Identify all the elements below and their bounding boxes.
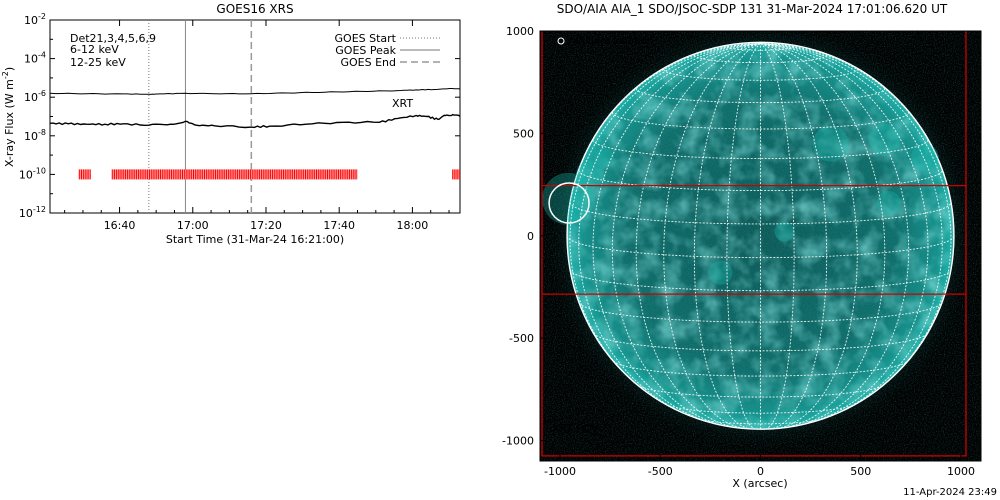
aia-ytick-label: 500 [513, 127, 534, 140]
legend-goes-start: GOES Start [335, 32, 397, 45]
aia-title: SDO/AIA AIA_1 SDO/JSOC-SDP 131 31-Mar-20… [557, 2, 948, 16]
grid-line [760, 43, 943, 420]
grid-line [726, 43, 761, 430]
goes-xtick-label: 17:00 [177, 219, 209, 232]
goes-series [49, 88, 461, 129]
heliographic-grid [566, 43, 955, 430]
goes-ytick-label: 10-6 [24, 89, 46, 104]
goes-ytick-label: 10-12 [19, 205, 46, 220]
goes-xtick-label: 18:00 [397, 219, 429, 232]
goes-xtick-label: 17:40 [323, 219, 355, 232]
active-region [774, 221, 795, 242]
goes-x-axis: 16:40 17:00 17:20 17:40 18:00 [64, 20, 450, 232]
grid-line [578, 43, 761, 420]
active-region [910, 143, 939, 172]
goes-series-line [49, 88, 461, 95]
goes-ytick-label: 10-10 [19, 166, 46, 181]
aia-xtick-label: 0 [757, 465, 764, 478]
aia-x-axis: -1000 -500 0 500 1000 [544, 455, 975, 478]
grid-line [569, 43, 761, 398]
goes-event-lines [148, 20, 253, 213]
grid-line [612, 360, 909, 377]
goes-ytick-label: 10-2 [24, 12, 46, 27]
goes-xlabel: Start Time (31-Mar-24 16:21:00) [166, 233, 344, 246]
aia-image [540, 31, 981, 461]
flare-legend-label: AIA flare location [568, 36, 653, 47]
aia-y-axis: 1000 500 0 -500 -1000 [502, 25, 546, 448]
aia-ytick-label: 0 [527, 230, 534, 243]
grid-line [635, 43, 761, 429]
grid-line [698, 418, 823, 425]
grid-line [592, 43, 761, 426]
goes-xrs-chart: GOES16 XRS 10-2 10-4 10-6 10-8 10-10 10-12 16… [1, 2, 461, 246]
aia-xtick-label: -500 [648, 465, 673, 478]
xrt-fov-label: XRT FOV [552, 422, 599, 435]
goes-series-line [49, 113, 461, 129]
aia-xtick-label: 1000 [947, 465, 975, 478]
grid-line [760, 43, 910, 428]
active-region [868, 123, 901, 156]
aia-ytick-label: -500 [509, 332, 534, 345]
grid-line [663, 43, 761, 430]
grid-line [760, 43, 858, 430]
legend-low-band: 6-12 keV [70, 43, 119, 56]
legend-detectors: Det21,3,4,5,6,9 [70, 32, 156, 45]
aia-xlabel: X (arcsec) [732, 477, 787, 490]
grid-line [760, 43, 929, 426]
aia-xtick-label: -1000 [544, 465, 576, 478]
goes-ylabel: X-ray Flux (W m-2) [1, 67, 16, 167]
grid-line [760, 43, 886, 429]
grid-line [611, 112, 910, 130]
xrt-fov-box [541, 31, 967, 457]
grid-line [760, 43, 952, 398]
flare-location-circle [548, 182, 590, 224]
active-region [708, 260, 733, 285]
legend-goes-end: GOES End [340, 56, 396, 69]
aia-ytick-label: 1000 [506, 25, 534, 38]
aia-image-panel: SDO/AIA AIA_1 SDO/JSOC-SDP 131 31-Mar-20… [502, 2, 982, 490]
grid-line [693, 54, 828, 64]
xrt-observation-span [79, 169, 91, 180]
goes-ytick-label: 10-8 [24, 128, 46, 143]
goes-ytick-label: 10-4 [24, 51, 46, 66]
legend-high-band: 12-25 keV [70, 56, 126, 69]
active-region [812, 125, 849, 162]
grid-line [578, 169, 943, 192]
grid-line [611, 43, 761, 428]
xrt-observation-marks [78, 169, 460, 180]
xrt-label: XRT [392, 97, 413, 110]
aia-ytick-label: -1000 [502, 435, 534, 448]
grid-line [760, 43, 795, 430]
aia-xtick-label: 500 [850, 465, 871, 478]
flare-location-marker [548, 182, 590, 224]
goes-title: GOES16 XRS [216, 2, 293, 16]
active-region [594, 147, 615, 168]
active-region [876, 191, 901, 215]
xrt-fov-rectangle [541, 31, 967, 457]
footer-timestamp: 11-Apr-2024 23:49 [903, 487, 997, 498]
flare-legend-icon [557, 37, 565, 45]
active-region [576, 160, 605, 189]
goes-xtick-label: 17:20 [250, 219, 282, 232]
legend-goes-peak: GOES Peak [335, 44, 396, 57]
grid-line [726, 46, 795, 51]
grid-line [760, 43, 828, 430]
xrt-observation-span [452, 169, 460, 180]
grid-line [693, 43, 761, 430]
goes-xtick-label: 16:40 [104, 219, 136, 232]
